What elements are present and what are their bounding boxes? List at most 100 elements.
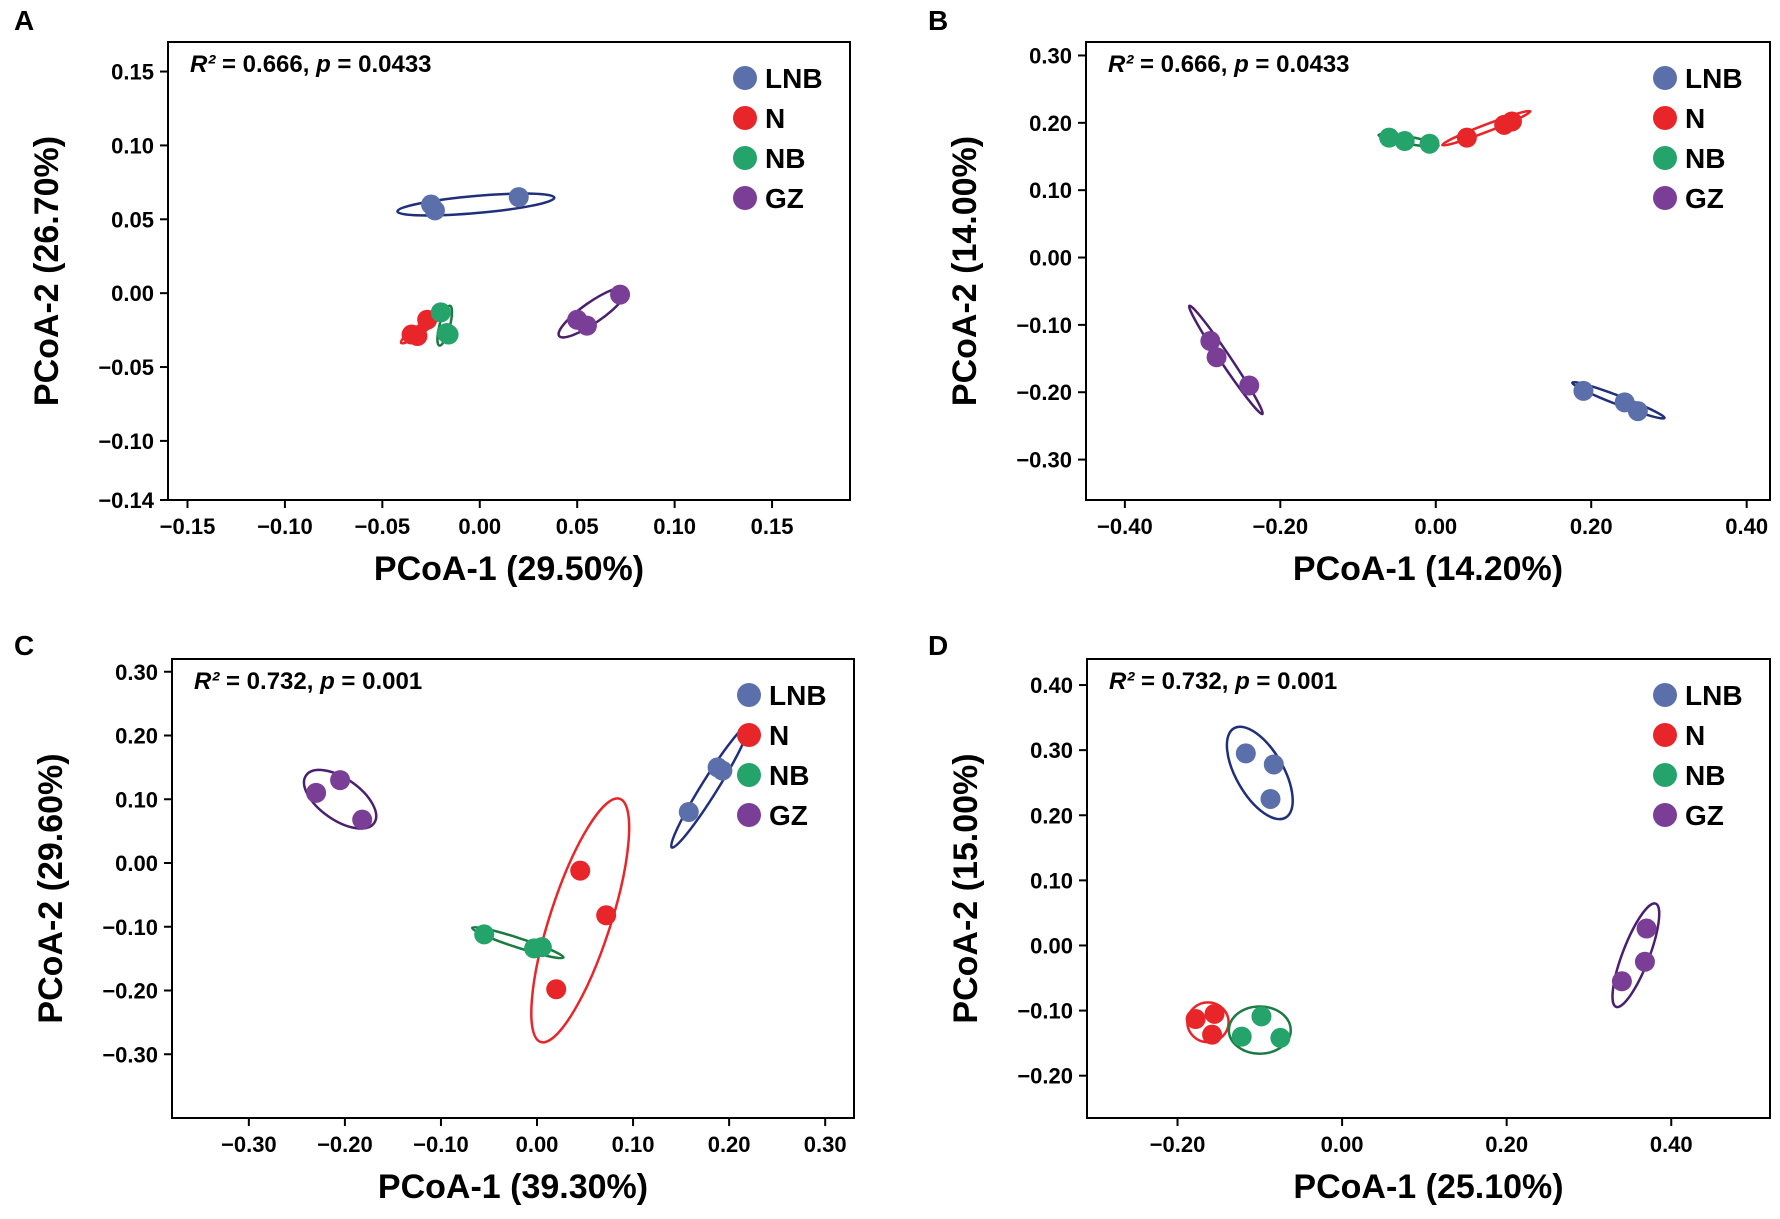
r2-symbol: R² — [190, 51, 216, 78]
point-gz — [1611, 971, 1632, 992]
point-nb — [1394, 131, 1415, 152]
x-tick-label: 0.05 — [556, 514, 599, 539]
series-n — [1441, 109, 1532, 148]
point-gz — [1634, 951, 1655, 972]
point-nb — [531, 937, 552, 958]
y-tick-label: 0.00 — [1029, 246, 1072, 271]
stats-annotation: R² = 0.732, p = 0.001 — [1109, 668, 1337, 695]
point-nb — [474, 924, 495, 945]
x-tick-label: 0.30 — [804, 1132, 847, 1157]
x-tick-label: 0.00 — [1321, 1132, 1364, 1157]
series-lnb — [1571, 380, 1666, 422]
legend-marker-lnb — [737, 683, 761, 707]
x-tick-label: −0.10 — [413, 1132, 469, 1157]
x-tick-label: −0.20 — [317, 1132, 373, 1157]
x-tick-label: 0.10 — [612, 1132, 655, 1157]
panel-d: D −0.20 0.00 0.20 0.40 −0.20 −0.10 0.00 0.10 0.20… — [928, 630, 1771, 1206]
legend: LNB N NB GZ — [1653, 63, 1743, 214]
ellipse-n — [1441, 109, 1532, 147]
y-tick-label: 0.00 — [1030, 933, 1073, 958]
plot-frame — [1085, 41, 1771, 501]
p-symbol: p — [1234, 668, 1250, 695]
point-gz — [1200, 331, 1221, 352]
y-tick-label: −0.20 — [1016, 380, 1072, 405]
point-lnb — [1235, 743, 1256, 764]
legend-label-lnb: LNB — [1685, 63, 1743, 94]
legend-marker-gz — [1653, 803, 1677, 827]
point-n — [1202, 1024, 1223, 1045]
point-nb — [1231, 1026, 1252, 1047]
point-gz — [1239, 375, 1260, 396]
panel-letter: C — [14, 630, 34, 661]
legend-marker-n — [1653, 106, 1677, 130]
point-lnb — [1260, 788, 1281, 809]
ellipse-lnb — [1225, 725, 1294, 821]
point-nb — [1419, 133, 1440, 154]
point-gz — [1206, 347, 1227, 368]
legend-label-nb: NB — [1685, 760, 1725, 791]
legend: LNB N NB GZ — [733, 63, 823, 214]
y-tick-label: 0.20 — [1029, 111, 1072, 136]
stats-annotation: R² = 0.732, p = 0.001 — [194, 668, 422, 695]
legend-label-gz: GZ — [765, 183, 804, 214]
x-axis-title: PCoA-1 (39.30%) — [378, 1168, 648, 1206]
y-tick-label: 0.30 — [1029, 43, 1072, 68]
series-lnb — [1225, 725, 1294, 821]
x-tick-label: −0.40 — [1097, 514, 1153, 539]
x-tick-label: −0.30 — [221, 1132, 277, 1157]
point-n — [407, 326, 428, 347]
p-symbol: p — [1233, 51, 1249, 78]
point-lnb — [678, 802, 699, 822]
y-axis-title: PCoA-2 (29.60%) — [32, 753, 70, 1023]
panel-c: C −0.30 −0.20 −0.10 0.00 0.10 0.20 0.30 −0.30 −0.… — [14, 630, 855, 1206]
series-nb — [430, 302, 459, 347]
y-tick-label: 0.00 — [115, 851, 158, 876]
y-tick-label: −0.10 — [98, 429, 154, 454]
ellipse-nb — [470, 925, 565, 960]
stats-annotation: R² = 0.666, p = 0.0433 — [190, 51, 432, 78]
y-tick-label: −0.14 — [98, 488, 154, 513]
legend-marker-gz — [733, 186, 757, 210]
legend-marker-n — [733, 106, 757, 130]
point-n — [570, 860, 591, 881]
legend: LNB N NB GZ — [1653, 680, 1743, 831]
y-tick-label: 0.40 — [1030, 673, 1073, 698]
point-lnb — [1263, 754, 1284, 775]
r2-symbol: R² — [1108, 51, 1134, 78]
point-nb — [1379, 127, 1400, 148]
y-tick-label: 0.30 — [115, 660, 158, 685]
legend-label-lnb: LNB — [1685, 680, 1743, 711]
point-n — [596, 905, 617, 926]
r2-value: = 0.732, — [219, 668, 320, 695]
y-tick-label: −0.20 — [1017, 1064, 1073, 1089]
point-gz — [306, 782, 327, 803]
legend-label-n: N — [765, 103, 785, 134]
legend-marker-nb — [1653, 763, 1677, 787]
legend-marker-n — [1653, 723, 1677, 747]
y-tick-label: −0.10 — [102, 915, 158, 940]
ellipse-nb — [1227, 1005, 1293, 1055]
point-n — [1501, 111, 1522, 132]
y-tick-label: 0.10 — [115, 787, 158, 812]
x-tick-label: −0.05 — [355, 514, 411, 539]
legend-label-n: N — [1685, 720, 1705, 751]
x-tick-label: 0.00 — [458, 514, 501, 539]
x-tick-label: −0.15 — [160, 514, 216, 539]
panel-letter: B — [928, 5, 948, 36]
y-tick-label: 0.15 — [111, 60, 154, 85]
p-value: = 0.0433 — [1249, 51, 1350, 78]
series-gz — [557, 284, 631, 339]
legend-label-gz: GZ — [1685, 183, 1724, 214]
y-tick-label: 0.30 — [1030, 738, 1073, 763]
r2-value: = 0.666, — [215, 51, 316, 78]
legend-label-lnb: LNB — [765, 63, 823, 94]
point-n — [546, 979, 567, 1000]
x-axis-title: PCoA-1 (29.50%) — [374, 550, 644, 588]
r2-value: = 0.666, — [1133, 51, 1234, 78]
y-tick-label: −0.05 — [98, 355, 154, 380]
panel-a: A −0.15 −0.10 −0.05 0.00 0.05 0.10 0.15 −0.14 −0.… — [14, 5, 851, 588]
y-tick-label: 0.10 — [1030, 868, 1073, 893]
plot-frame — [171, 658, 855, 1119]
r2-symbol: R² — [194, 668, 220, 695]
